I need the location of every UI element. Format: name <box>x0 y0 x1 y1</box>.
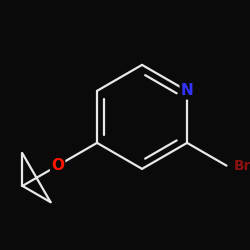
Text: Br: Br <box>234 158 250 172</box>
Text: N: N <box>181 84 194 98</box>
Text: O: O <box>51 158 64 173</box>
